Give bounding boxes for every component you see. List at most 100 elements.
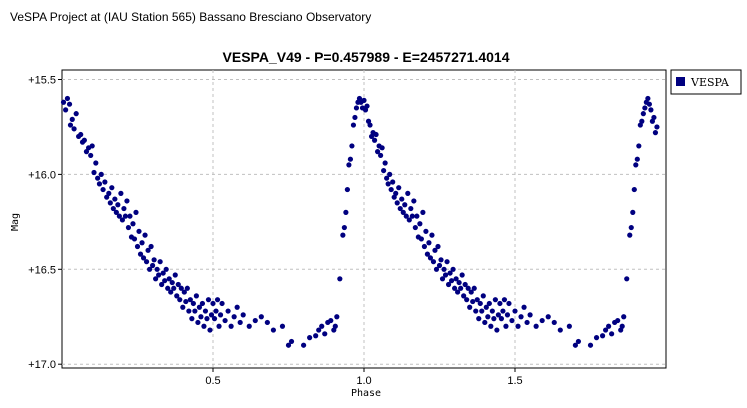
data-point xyxy=(350,122,357,128)
data-point xyxy=(503,323,509,329)
data-point xyxy=(444,259,450,265)
data-point xyxy=(88,152,94,159)
data-point xyxy=(124,198,130,204)
data-point xyxy=(211,316,218,322)
data-point xyxy=(651,114,657,121)
data-point xyxy=(385,181,391,187)
data-point xyxy=(436,262,443,269)
data-point xyxy=(515,323,521,329)
data-point xyxy=(430,259,437,265)
data-point xyxy=(156,272,162,278)
data-point xyxy=(177,297,183,303)
data-point xyxy=(384,175,390,181)
data-point xyxy=(207,327,213,333)
data-point xyxy=(462,281,468,288)
x-axis-ticks: 0.5 1.0 1.5 xyxy=(205,368,523,387)
data-point xyxy=(628,224,634,231)
data-point xyxy=(482,319,488,326)
data-point xyxy=(639,118,645,124)
data-point xyxy=(636,143,642,149)
data-point xyxy=(301,342,307,348)
data-point xyxy=(441,266,447,272)
data-point xyxy=(154,266,160,272)
data-point xyxy=(461,293,467,299)
data-point xyxy=(136,228,142,234)
data-point xyxy=(210,300,216,307)
data-point xyxy=(91,169,97,176)
data-point xyxy=(642,105,648,111)
data-point xyxy=(408,205,414,212)
data-point xyxy=(458,285,464,291)
data-point xyxy=(163,266,169,272)
data-point xyxy=(119,217,125,223)
data-point xyxy=(488,323,494,329)
data-point xyxy=(151,257,157,263)
data-point xyxy=(153,276,159,282)
data-point xyxy=(110,205,116,212)
data-point xyxy=(264,319,270,326)
data-point xyxy=(341,224,347,231)
data-point xyxy=(121,205,127,212)
data-point xyxy=(142,232,148,238)
data-point xyxy=(378,152,384,159)
data-point xyxy=(148,243,154,250)
data-point xyxy=(477,300,483,307)
data-point xyxy=(495,312,501,318)
data-point xyxy=(353,105,360,111)
data-point xyxy=(599,333,606,339)
data-point xyxy=(192,308,198,314)
data-point xyxy=(98,171,104,177)
data-point xyxy=(633,162,639,168)
data-point xyxy=(118,190,124,196)
data-point xyxy=(467,304,473,310)
data-point xyxy=(420,209,426,215)
data-point xyxy=(373,131,379,138)
data-point xyxy=(557,327,563,333)
data-point xyxy=(159,281,165,288)
data-point xyxy=(500,308,506,314)
x-axis-title: Phase xyxy=(351,388,381,399)
data-point xyxy=(175,281,181,288)
x-tick-label: 1.5 xyxy=(507,375,522,387)
data-point xyxy=(71,126,77,132)
data-point xyxy=(464,297,470,303)
data-point xyxy=(150,262,156,269)
data-point xyxy=(361,97,367,103)
data-point xyxy=(371,137,378,143)
data-point xyxy=(186,308,192,314)
data-point xyxy=(426,240,432,246)
data-point xyxy=(102,179,108,185)
data-point xyxy=(645,95,651,102)
data-point xyxy=(81,137,87,143)
data-point xyxy=(512,308,518,314)
data-point xyxy=(648,107,654,113)
data-point xyxy=(394,200,400,206)
data-point xyxy=(113,209,119,215)
data-point xyxy=(456,279,462,286)
data-point xyxy=(122,213,129,219)
y-tick-label: +17.0 xyxy=(28,359,56,371)
data-point xyxy=(240,312,246,318)
data-point xyxy=(396,185,402,191)
data-point xyxy=(328,317,334,324)
data-point xyxy=(143,259,150,265)
data-point xyxy=(498,316,505,322)
data-point xyxy=(172,272,178,278)
page-header: VeSPA Project at (IAU Station 565) Bassa… xyxy=(10,10,372,24)
data-point xyxy=(104,194,110,200)
legend-swatch xyxy=(676,77,685,86)
data-point xyxy=(66,101,73,107)
data-point xyxy=(340,232,346,238)
data-point xyxy=(270,327,276,333)
data-point xyxy=(501,297,508,303)
data-point xyxy=(116,213,122,219)
data-point xyxy=(445,281,452,288)
data-point xyxy=(572,342,579,348)
data-point xyxy=(202,308,209,314)
y-tick-label: +16.0 xyxy=(28,169,56,181)
data-point xyxy=(381,167,387,174)
data-point xyxy=(258,314,264,320)
data-point xyxy=(319,323,325,329)
data-point xyxy=(190,300,196,307)
